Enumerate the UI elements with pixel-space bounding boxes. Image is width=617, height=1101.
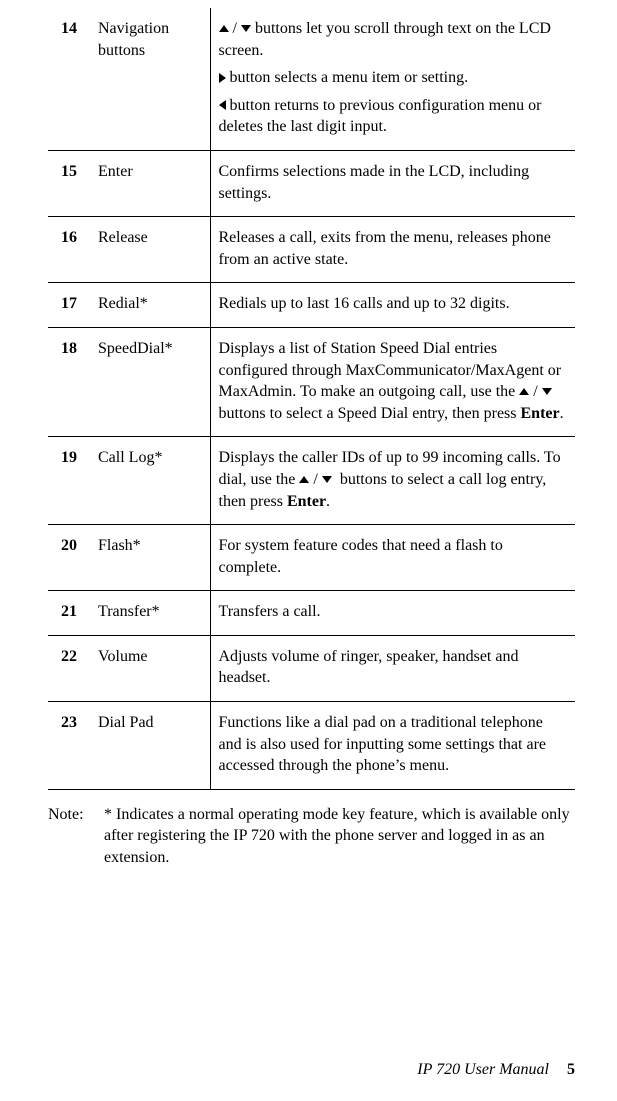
row-number: 19 (48, 437, 90, 525)
row-description: Displays a list of Station Speed Dial en… (210, 327, 575, 436)
row-number: 14 (48, 8, 90, 150)
row-description: Releases a call, exits from the menu, re… (210, 217, 575, 283)
row-name: Call Log* (90, 437, 210, 525)
row-number: 21 (48, 591, 90, 636)
row-number: 20 (48, 525, 90, 591)
table-row: 19Call Log*Displays the caller IDs of up… (48, 437, 575, 525)
table-row: 17Redial*Redials up to last 16 calls and… (48, 283, 575, 328)
up-arrow-icon (219, 25, 229, 32)
down-arrow-icon (241, 25, 251, 32)
table-row: 18SpeedDial*Displays a list of Station S… (48, 327, 575, 436)
row-name: Volume (90, 635, 210, 701)
row-description: / buttons let you scroll through text on… (210, 8, 575, 150)
row-name: Dial Pad (90, 702, 210, 790)
note-block: Note: * Indicates a normal operating mod… (48, 804, 575, 869)
footer-page-number: 5 (567, 1061, 575, 1078)
row-number: 23 (48, 702, 90, 790)
row-name: Transfer* (90, 591, 210, 636)
manual-page: 14Navigation buttons / buttons let you s… (0, 0, 617, 1101)
table-row: 14Navigation buttons / buttons let you s… (48, 8, 575, 150)
table-row: 16ReleaseReleases a call, exits from the… (48, 217, 575, 283)
row-name: Flash* (90, 525, 210, 591)
row-number: 17 (48, 283, 90, 328)
down-arrow-icon (322, 476, 332, 483)
row-number: 22 (48, 635, 90, 701)
row-name: Redial* (90, 283, 210, 328)
row-description: Redials up to last 16 calls and up to 32… (210, 283, 575, 328)
row-name: SpeedDial* (90, 327, 210, 436)
left-arrow-icon (219, 100, 226, 110)
row-description: Adjusts volume of ringer, speaker, hands… (210, 635, 575, 701)
right-arrow-icon (219, 73, 226, 83)
row-description: For system feature codes that need a fla… (210, 525, 575, 591)
footer-manual-title: IP 720 User Manual (417, 1061, 549, 1078)
table-row: 15EnterConfirms selections made in the L… (48, 150, 575, 216)
row-name: Navigation buttons (90, 8, 210, 150)
row-name: Release (90, 217, 210, 283)
row-number: 18 (48, 327, 90, 436)
table-body: 14Navigation buttons / buttons let you s… (48, 8, 575, 789)
note-label: Note: (48, 804, 104, 869)
row-description: Displays the caller IDs of up to 99 inco… (210, 437, 575, 525)
page-footer: IP 720 User Manual 5 (417, 1061, 575, 1079)
button-reference-table: 14Navigation buttons / buttons let you s… (48, 8, 575, 790)
note-body: * Indicates a normal operating mode key … (104, 804, 575, 869)
row-description: Transfers a call. (210, 591, 575, 636)
table-row: 23Dial PadFunctions like a dial pad on a… (48, 702, 575, 790)
row-number: 16 (48, 217, 90, 283)
up-arrow-icon (519, 388, 529, 395)
up-arrow-icon (299, 476, 309, 483)
row-name: Enter (90, 150, 210, 216)
table-row: 22VolumeAdjusts volume of ringer, speake… (48, 635, 575, 701)
down-arrow-icon (542, 388, 552, 395)
row-number: 15 (48, 150, 90, 216)
table-row: 20Flash*For system feature codes that ne… (48, 525, 575, 591)
row-description: Confirms selections made in the LCD, inc… (210, 150, 575, 216)
row-description: Functions like a dial pad on a tradition… (210, 702, 575, 790)
table-row: 21Transfer*Transfers a call. (48, 591, 575, 636)
